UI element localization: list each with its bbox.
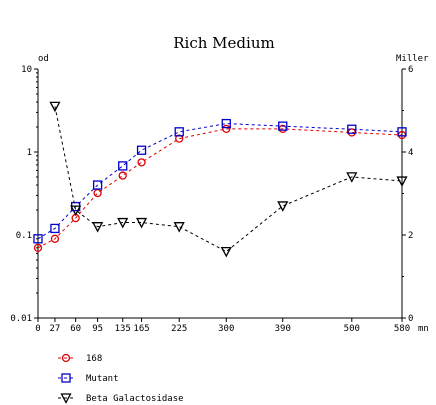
data-point-mutant: [92, 180, 103, 190]
y-left-tick-label: 0.01: [10, 314, 32, 324]
data-point-168: [175, 134, 184, 143]
x-tick-label: 225: [171, 324, 187, 334]
x-tick-label: 580: [394, 324, 410, 334]
data-point-beta-galactosidase: [117, 217, 129, 229]
y-right-tick-label: 0: [408, 314, 413, 324]
data-point-beta-galactosidase: [49, 101, 61, 113]
x-tick-label: 300: [218, 324, 234, 334]
series-line-mutant: [37, 123, 403, 240]
data-point-beta-galactosidase: [92, 222, 104, 233]
legend: 168 Mutant Beta Galactosidase: [58, 353, 184, 404]
data-point-beta-galactosidase: [396, 176, 408, 187]
series-line-beta-galactosidase: [54, 106, 403, 253]
y-left-tick-label: 0.1: [16, 231, 32, 241]
series-layer: [33, 101, 408, 258]
y-left-tick-label: 1: [27, 148, 32, 158]
y-left-axis-ticks: 0.01 0.1 1 10: [10, 65, 38, 324]
x-tick-label: 60: [70, 324, 81, 334]
x-tick-label: 95: [92, 324, 103, 334]
y-right-tick-label: 2: [408, 231, 413, 241]
data-point-mutant: [174, 127, 184, 137]
x-axis-unit-label: mn: [418, 324, 429, 334]
legend-label-beta-galactosidase: Beta Galactosidase: [86, 394, 184, 404]
data-point-mutant: [50, 223, 60, 234]
legend-marker-mutant: [61, 373, 71, 383]
data-point-beta-galactosidase: [173, 222, 185, 233]
data-point-mutant: [278, 121, 288, 131]
data-point-beta-galactosidase: [135, 217, 148, 229]
y-left-tick-label: 10: [21, 65, 32, 75]
x-tick-label: 165: [133, 324, 149, 334]
legend-label-168: 168: [86, 354, 102, 364]
y-right-tick-label: 4: [408, 148, 413, 158]
data-point-beta-galactosidase: [70, 205, 82, 216]
legend-marker-168: [61, 353, 71, 363]
x-tick-label: 135: [115, 324, 131, 334]
data-point-168: [33, 243, 43, 253]
data-point-mutant: [136, 145, 147, 155]
data-point-beta-galactosidase: [277, 201, 289, 212]
y-right-axis-ticks: 0 2 4 6: [402, 65, 413, 324]
x-tick-label: 27: [50, 324, 61, 334]
data-point-mutant: [118, 161, 128, 171]
y-right-axis-label: Miller: [396, 54, 429, 64]
x-axis-ticks: 0 27 60 95 135 165 225 300 390 500 580: [35, 318, 410, 334]
y-right-tick-label: 6: [408, 65, 413, 75]
x-tick-label: 0: [35, 324, 40, 334]
x-tick-label: 390: [275, 324, 291, 334]
chart-title: Rich Medium: [173, 34, 274, 52]
legend-marker-beta-galactosidase: [60, 393, 72, 404]
series-line-168: [37, 128, 403, 249]
legend-label-mutant: Mutant: [86, 374, 119, 384]
data-point-mutant: [221, 118, 231, 129]
data-point-mutant: [33, 234, 43, 244]
data-point-168: [118, 171, 127, 180]
data-point-beta-galactosidase: [220, 246, 232, 258]
data-point-168: [222, 124, 231, 134]
y-left-axis-label: od: [38, 54, 49, 64]
data-point-168: [93, 188, 102, 198]
data-point-beta-galactosidase: [346, 172, 358, 183]
data-point-168: [137, 158, 146, 167]
data-point-mutant: [347, 124, 357, 134]
data-point-168: [50, 234, 60, 243]
data-point-mutant: [397, 127, 407, 137]
x-tick-label: 500: [344, 324, 360, 334]
